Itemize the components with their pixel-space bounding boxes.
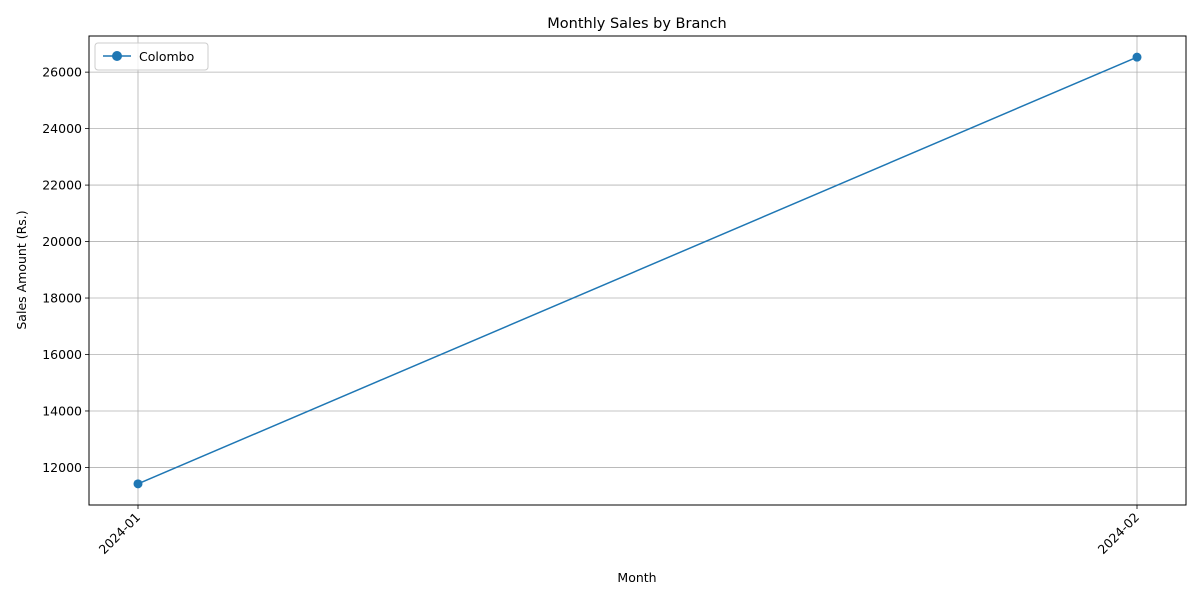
legend: Colombo bbox=[94, 42, 209, 71]
plot-area-frame bbox=[88, 35, 1187, 506]
series-line-colombo bbox=[137, 56, 1138, 485]
y-tick-label: 12000 bbox=[42, 460, 82, 475]
x-axis-label: Month bbox=[617, 570, 656, 585]
y-tick-label: 22000 bbox=[42, 178, 82, 193]
y-tick-label: 20000 bbox=[42, 234, 82, 249]
legend-box bbox=[94, 42, 209, 71]
y-tick-label: 14000 bbox=[42, 403, 82, 418]
grid-lines bbox=[89, 36, 1186, 505]
y-axis-ticks: 12000 14000 16000 18000 20000 22000 24000 26000 bbox=[42, 65, 89, 475]
y-tick-label: 16000 bbox=[42, 347, 82, 362]
data-point bbox=[1132, 52, 1142, 62]
chart-title: Monthly Sales by Branch bbox=[547, 16, 726, 32]
legend-label-colombo: Colombo bbox=[139, 49, 194, 64]
legend-marker-swatch bbox=[112, 51, 122, 61]
y-tick-label: 18000 bbox=[42, 291, 82, 306]
y-tick-label: 24000 bbox=[42, 121, 82, 136]
data-point bbox=[133, 479, 143, 489]
y-tick-label: 26000 bbox=[42, 65, 82, 80]
series-layer bbox=[133, 52, 1142, 489]
y-axis-label: Sales Amount (Rs.) bbox=[14, 210, 29, 329]
